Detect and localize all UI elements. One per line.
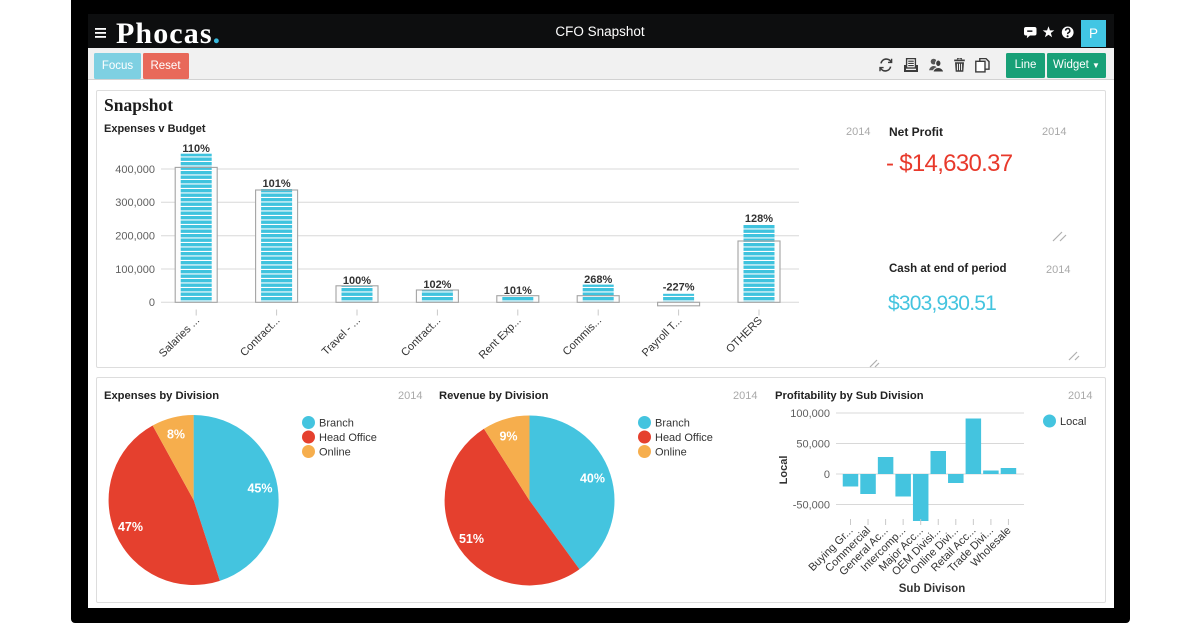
svg-text:-50,000: -50,000 bbox=[793, 499, 830, 511]
svg-text:268%: 268% bbox=[584, 274, 612, 286]
svg-text:Salaries ...: Salaries ... bbox=[157, 315, 202, 360]
svg-text:Online: Online bbox=[655, 447, 687, 459]
svg-text:Contract...: Contract... bbox=[399, 315, 443, 359]
svg-text:101%: 101% bbox=[263, 178, 291, 190]
svg-text:400,000: 400,000 bbox=[115, 164, 155, 176]
svg-text:100%: 100% bbox=[343, 275, 371, 287]
svg-text:OTHERS: OTHERS bbox=[724, 315, 765, 356]
svg-text:Head Office: Head Office bbox=[319, 432, 377, 444]
svg-text:0: 0 bbox=[824, 469, 830, 481]
svg-text:Travel - ...: Travel - ... bbox=[320, 315, 363, 358]
svg-text:100,000: 100,000 bbox=[115, 264, 155, 276]
svg-text:102%: 102% bbox=[423, 279, 451, 291]
svg-text:50,000: 50,000 bbox=[796, 438, 830, 450]
svg-text:Local: Local bbox=[1060, 416, 1086, 428]
svg-text:Branch: Branch bbox=[655, 418, 690, 430]
svg-text:Rent Exp...: Rent Exp... bbox=[477, 315, 524, 362]
svg-text:Contract...: Contract... bbox=[238, 315, 282, 359]
svg-text:40%: 40% bbox=[580, 472, 605, 486]
svg-text:-227%: -227% bbox=[663, 282, 695, 294]
svg-text:0: 0 bbox=[149, 297, 155, 309]
svg-text:Head Office: Head Office bbox=[655, 432, 713, 444]
svg-text:Online: Online bbox=[319, 447, 351, 459]
svg-text:9%: 9% bbox=[499, 430, 517, 444]
svg-text:45%: 45% bbox=[247, 482, 272, 496]
svg-text:100,000: 100,000 bbox=[790, 408, 830, 420]
svg-text:51%: 51% bbox=[459, 532, 484, 546]
svg-text:Commis...: Commis... bbox=[561, 315, 604, 358]
svg-text:8%: 8% bbox=[167, 428, 185, 442]
svg-text:300,000: 300,000 bbox=[115, 197, 155, 209]
svg-text:Payroll T...: Payroll T... bbox=[640, 315, 685, 360]
svg-text:128%: 128% bbox=[745, 213, 773, 225]
svg-text:Sub Divison: Sub Divison bbox=[899, 583, 965, 595]
svg-text:Branch: Branch bbox=[319, 418, 354, 430]
svg-text:Local: Local bbox=[778, 456, 790, 485]
svg-text:110%: 110% bbox=[182, 143, 210, 155]
svg-text:47%: 47% bbox=[118, 520, 143, 534]
svg-text:200,000: 200,000 bbox=[115, 231, 155, 243]
svg-text:101%: 101% bbox=[504, 285, 532, 297]
